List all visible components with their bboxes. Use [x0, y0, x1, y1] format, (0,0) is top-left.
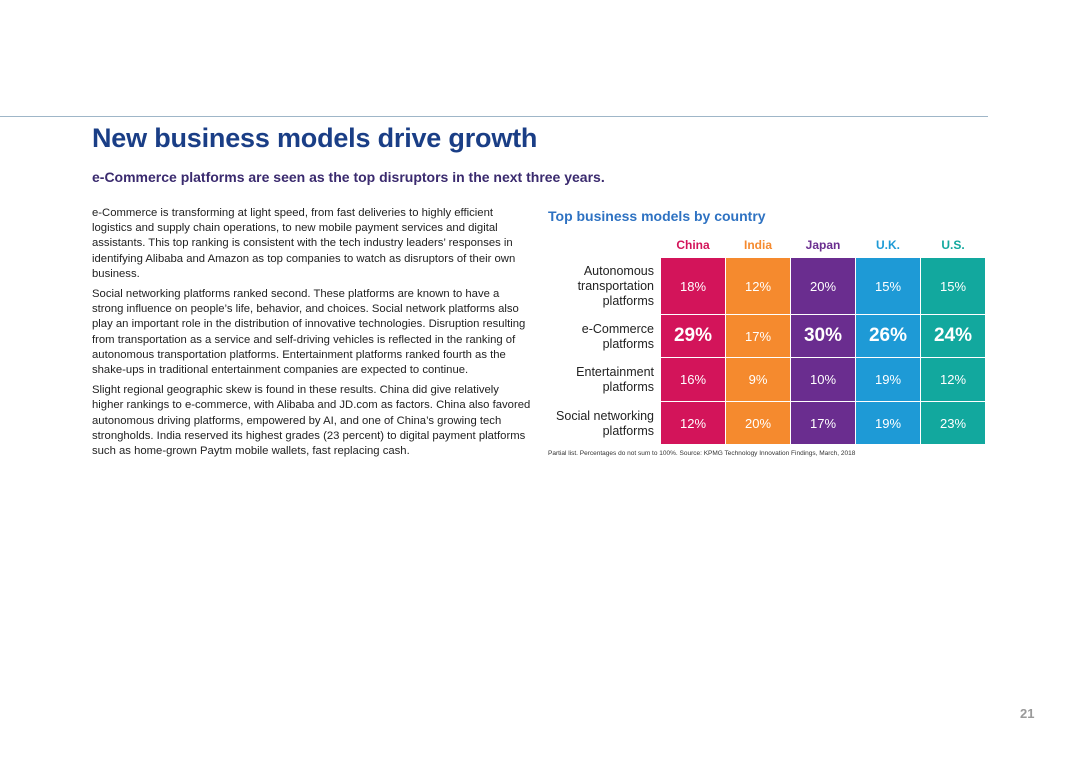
table-cell: 19% — [856, 358, 920, 401]
row-label: Autonomous transportation platforms — [577, 264, 654, 308]
table-cell: 15% — [856, 258, 920, 314]
table-cell: 9% — [726, 358, 790, 401]
column-header-japan: Japan — [805, 238, 841, 252]
row-label: Entertainment platforms — [576, 365, 654, 394]
table-cell: 18% — [661, 258, 725, 314]
page-subtitle: e-Commerce platforms are seen as the top… — [92, 169, 605, 185]
table-title: Top business models by country — [548, 208, 766, 224]
table-cell: 12% — [726, 258, 790, 314]
row-label: Social networking platforms — [556, 408, 654, 438]
table-cell: 16% — [661, 358, 725, 401]
row-label: e-Commerce platforms — [581, 321, 654, 351]
column-header-us: U.S. — [941, 238, 965, 252]
table-cell: 12% — [661, 402, 725, 444]
column-header-china: China — [676, 238, 710, 252]
table-cell: 29% — [661, 315, 725, 357]
paragraph-3: Slight regional geographic skew is found… — [92, 384, 531, 458]
table-cell: 10% — [791, 358, 855, 401]
page-number: 21 — [1020, 706, 1035, 721]
table-cell: 17% — [791, 402, 855, 444]
table-cell: 23% — [921, 402, 985, 444]
paragraph-1: e-Commerce is transforming at light spee… — [92, 207, 516, 280]
table-footnote: Partial list. Percentages do not sum to … — [548, 450, 856, 457]
table-cell: 20% — [726, 402, 790, 444]
table-cell: 30% — [791, 315, 855, 357]
table-cell: 20% — [791, 258, 855, 314]
body-text: e-Commerce is transforming at light spee… — [92, 206, 532, 464]
table-cell: 19% — [856, 402, 920, 444]
table-cell: 15% — [921, 258, 985, 314]
paragraph-2: Social networking platforms ranked secon… — [92, 288, 526, 377]
table-cell: 26% — [856, 315, 920, 357]
column-header-india: India — [743, 238, 772, 252]
column-header-uk: U.K. — [876, 238, 900, 252]
table-cell: 24% — [921, 315, 985, 357]
table-cell: 17% — [726, 315, 790, 357]
table-cell: 12% — [921, 358, 985, 401]
top-divider — [0, 116, 988, 117]
page-title: New business models drive growth — [92, 123, 538, 153]
